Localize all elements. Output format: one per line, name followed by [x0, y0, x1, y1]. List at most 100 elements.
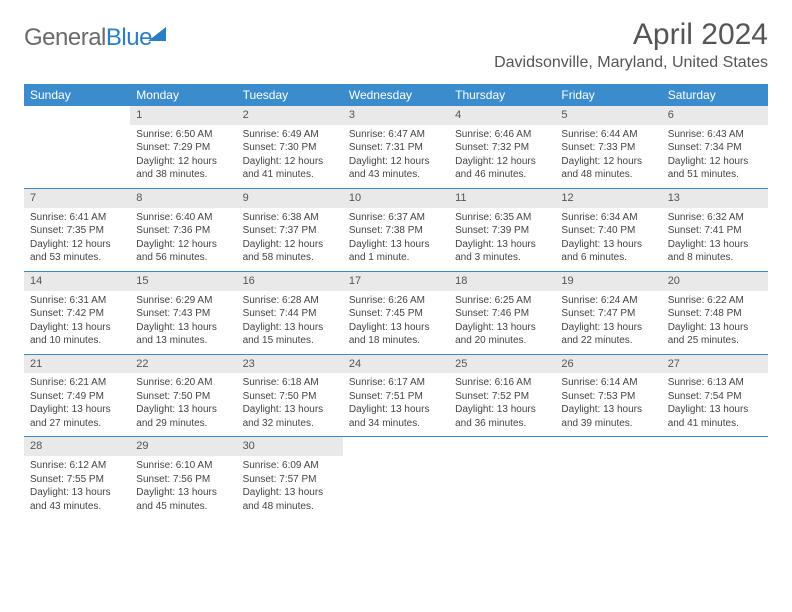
cell-body: Sunrise: 6:40 AMSunset: 7:36 PMDaylight:…	[130, 208, 236, 271]
day-number: 23	[237, 355, 343, 374]
calendar-cell-empty	[24, 106, 130, 188]
weeks-container: 1Sunrise: 6:50 AMSunset: 7:29 PMDaylight…	[24, 106, 768, 519]
cell-line-dl2: and 53 minutes.	[30, 251, 124, 265]
cell-line-dl1: Daylight: 13 hours	[30, 321, 124, 335]
cell-body: Sunrise: 6:50 AMSunset: 7:29 PMDaylight:…	[130, 125, 236, 188]
cell-line-sunrise: Sunrise: 6:22 AM	[668, 294, 762, 308]
cell-line-sunrise: Sunrise: 6:20 AM	[136, 376, 230, 390]
brand-wave-icon	[148, 27, 166, 41]
cell-line-sunrise: Sunrise: 6:28 AM	[243, 294, 337, 308]
calendar-cell: 26Sunrise: 6:14 AMSunset: 7:53 PMDayligh…	[555, 355, 661, 437]
cell-body: Sunrise: 6:25 AMSunset: 7:46 PMDaylight:…	[449, 291, 555, 354]
cell-line-dl2: and 51 minutes.	[668, 168, 762, 182]
cell-body: Sunrise: 6:28 AMSunset: 7:44 PMDaylight:…	[237, 291, 343, 354]
cell-line-sunrise: Sunrise: 6:35 AM	[455, 211, 549, 225]
cell-line-dl2: and 10 minutes.	[30, 334, 124, 348]
cell-line-sunset: Sunset: 7:43 PM	[136, 307, 230, 321]
cell-line-dl2: and 27 minutes.	[30, 417, 124, 431]
weekday-header: Saturday	[662, 84, 768, 106]
cell-line-sunrise: Sunrise: 6:12 AM	[30, 459, 124, 473]
cell-line-dl1: Daylight: 13 hours	[349, 321, 443, 335]
week-row: 21Sunrise: 6:21 AMSunset: 7:49 PMDayligh…	[24, 354, 768, 437]
calendar-cell: 15Sunrise: 6:29 AMSunset: 7:43 PMDayligh…	[130, 272, 236, 354]
calendar-cell-empty	[662, 437, 768, 519]
cell-line-sunrise: Sunrise: 6:10 AM	[136, 459, 230, 473]
cell-body: Sunrise: 6:20 AMSunset: 7:50 PMDaylight:…	[130, 373, 236, 436]
cell-body: Sunrise: 6:24 AMSunset: 7:47 PMDaylight:…	[555, 291, 661, 354]
calendar-cell: 7Sunrise: 6:41 AMSunset: 7:35 PMDaylight…	[24, 189, 130, 271]
cell-line-dl2: and 8 minutes.	[668, 251, 762, 265]
cell-line-dl1: Daylight: 13 hours	[136, 486, 230, 500]
cell-line-dl2: and 58 minutes.	[243, 251, 337, 265]
cell-line-dl1: Daylight: 12 hours	[243, 238, 337, 252]
cell-line-sunrise: Sunrise: 6:40 AM	[136, 211, 230, 225]
cell-line-dl2: and 22 minutes.	[561, 334, 655, 348]
day-number: 10	[343, 189, 449, 208]
day-number: 1	[130, 106, 236, 125]
day-number: 3	[343, 106, 449, 125]
cell-line-sunrise: Sunrise: 6:37 AM	[349, 211, 443, 225]
day-number: 13	[662, 189, 768, 208]
weekday-header: Tuesday	[237, 84, 343, 106]
cell-line-dl2: and 1 minute.	[349, 251, 443, 265]
brand-part2: Blue	[106, 24, 152, 51]
cell-line-sunset: Sunset: 7:30 PM	[243, 141, 337, 155]
cell-line-dl2: and 15 minutes.	[243, 334, 337, 348]
calendar-cell-empty	[449, 437, 555, 519]
cell-line-dl2: and 46 minutes.	[455, 168, 549, 182]
cell-body: Sunrise: 6:18 AMSunset: 7:50 PMDaylight:…	[237, 373, 343, 436]
brand-logo: GeneralBlue	[24, 24, 166, 52]
calendar-cell: 5Sunrise: 6:44 AMSunset: 7:33 PMDaylight…	[555, 106, 661, 188]
day-number: 27	[662, 355, 768, 374]
cell-body: Sunrise: 6:32 AMSunset: 7:41 PMDaylight:…	[662, 208, 768, 271]
cell-line-sunset: Sunset: 7:57 PM	[243, 473, 337, 487]
cell-line-sunrise: Sunrise: 6:44 AM	[561, 128, 655, 142]
cell-line-sunrise: Sunrise: 6:50 AM	[136, 128, 230, 142]
cell-line-dl1: Daylight: 12 hours	[136, 238, 230, 252]
calendar: SundayMondayTuesdayWednesdayThursdayFrid…	[24, 84, 768, 519]
day-number: 14	[24, 272, 130, 291]
cell-line-dl1: Daylight: 13 hours	[561, 238, 655, 252]
calendar-cell: 11Sunrise: 6:35 AMSunset: 7:39 PMDayligh…	[449, 189, 555, 271]
day-number: 12	[555, 189, 661, 208]
cell-line-dl2: and 29 minutes.	[136, 417, 230, 431]
calendar-cell: 29 Sunrise: 6:10 AMSunset: 7:56 PMDayligh…	[130, 437, 236, 519]
day-number: 21	[24, 355, 130, 374]
cell-line-dl2: and 36 minutes.	[455, 417, 549, 431]
cell-line-dl1: Daylight: 13 hours	[668, 403, 762, 417]
cell-line-sunset: Sunset: 7:46 PM	[455, 307, 549, 321]
cell-line-sunrise: Sunrise: 6:18 AM	[243, 376, 337, 390]
calendar-cell: 9Sunrise: 6:38 AMSunset: 7:37 PMDaylight…	[237, 189, 343, 271]
cell-line-sunrise: Sunrise: 6:17 AM	[349, 376, 443, 390]
cell-body: Sunrise: 6:14 AMSunset: 7:53 PMDaylight:…	[555, 373, 661, 436]
calendar-cell: 22Sunrise: 6:20 AMSunset: 7:50 PMDayligh…	[130, 355, 236, 437]
weekday-header: Sunday	[24, 84, 130, 106]
cell-line-dl2: and 41 minutes.	[243, 168, 337, 182]
day-number: 29	[130, 437, 236, 456]
cell-line-sunset: Sunset: 7:47 PM	[561, 307, 655, 321]
cell-line-sunrise: Sunrise: 6:46 AM	[455, 128, 549, 142]
cell-line-dl2: and 48 minutes.	[561, 168, 655, 182]
cell-line-sunset: Sunset: 7:34 PM	[668, 141, 762, 155]
calendar-cell: 2Sunrise: 6:49 AMSunset: 7:30 PMDaylight…	[237, 106, 343, 188]
day-number: 26	[555, 355, 661, 374]
week-row: 7Sunrise: 6:41 AMSunset: 7:35 PMDaylight…	[24, 188, 768, 271]
calendar-cell: 13Sunrise: 6:32 AMSunset: 7:41 PMDayligh…	[662, 189, 768, 271]
week-row: 28Sunrise: 6:12 AMSunset: 7:55 PMDayligh…	[24, 436, 768, 519]
cell-line-sunset: Sunset: 7:33 PM	[561, 141, 655, 155]
calendar-cell-empty	[555, 437, 661, 519]
weekday-header: Thursday	[449, 84, 555, 106]
calendar-cell: 16Sunrise: 6:28 AMSunset: 7:44 PMDayligh…	[237, 272, 343, 354]
day-number: 8	[130, 189, 236, 208]
day-number: 28	[24, 437, 130, 456]
cell-body: Sunrise: 6:41 AMSunset: 7:35 PMDaylight:…	[24, 208, 130, 271]
cell-line-sunset: Sunset: 7:56 PM	[136, 473, 230, 487]
cell-line-dl1: Daylight: 13 hours	[455, 403, 549, 417]
cell-body	[24, 125, 130, 134]
day-number: 4	[449, 106, 555, 125]
cell-line-dl1: Daylight: 13 hours	[668, 321, 762, 335]
page-header: GeneralBlue April 2024 Davidsonville, Ma…	[24, 18, 768, 72]
cell-line-dl1: Daylight: 13 hours	[136, 321, 230, 335]
calendar-cell: 18Sunrise: 6:25 AMSunset: 7:46 PMDayligh…	[449, 272, 555, 354]
month-title: April 2024	[494, 18, 768, 52]
